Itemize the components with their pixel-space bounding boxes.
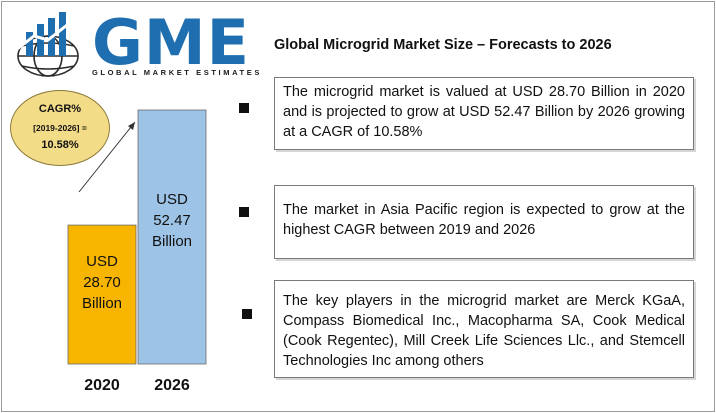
bullet-marker [239,207,249,217]
bar-data-label: Billion [82,295,122,312]
cagr-period: [2019-2026] = [33,123,87,133]
bar-2020 [67,224,137,365]
asia-pacific-text: The market in Asia Pacific region is exp… [274,185,694,259]
gme-logo: GME GLOBAL MARKET ESTIMATES [10,10,259,80]
globe-chart-logo-icon [15,12,79,77]
market-value-text: The microgrid market is valued at USD 28… [274,77,694,150]
cagr-label: CAGR% [38,103,82,115]
logo-brand-text: GME [92,6,250,79]
cagr-bubble: CAGR% [2019-2026] = 10.58% [10,90,110,166]
bar-data-label: USD [156,191,188,208]
bullet-marker [242,309,252,319]
page-title: Global Microgrid Market Size – Forecasts… [274,37,612,53]
bullet-marker [239,103,249,113]
category-label: 2026 [154,377,190,394]
bar-data-label: USD [86,253,118,270]
market-size-bar-chart: USD 28.70 Billion USD 52.47 Billion 2020 2026 [67,109,207,394]
key-players-text: The key players in the microgrid market … [274,280,694,378]
growth-arrow-line [78,121,136,193]
arrow-head-icon [128,122,135,130]
logo-subtitle: GLOBAL MARKET ESTIMATES [92,68,262,77]
bar-2026 [137,109,207,365]
cagr-value: 10.58% [41,139,79,151]
bar-data-label: 28.70 [83,274,121,291]
bar-data-label: 52.47 [153,212,191,229]
category-label: 2020 [84,377,120,394]
bar-data-label: Billion [152,233,192,250]
